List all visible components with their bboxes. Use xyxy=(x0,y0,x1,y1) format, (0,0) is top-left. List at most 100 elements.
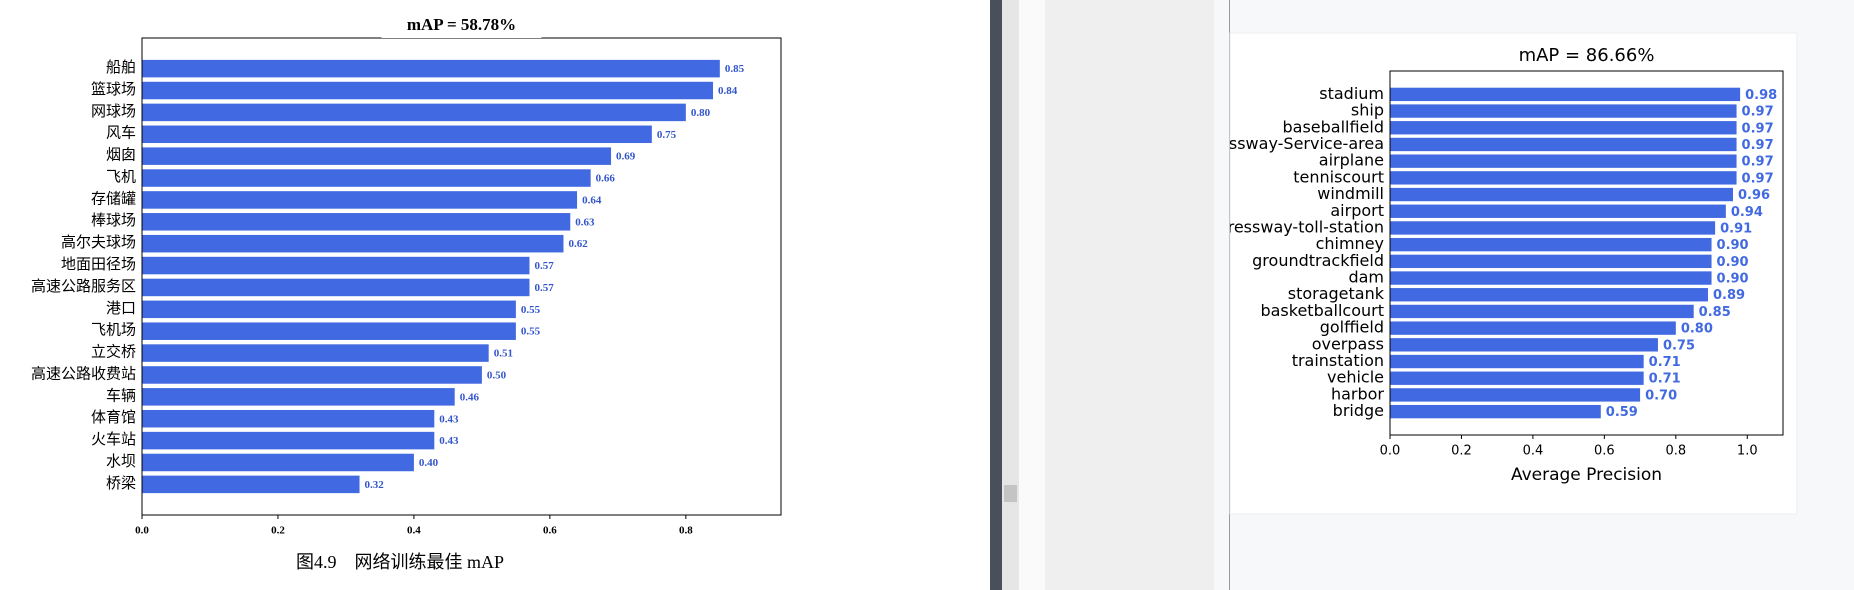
category-label: 火车站 xyxy=(91,431,136,448)
category-label: stadium xyxy=(1319,84,1384,103)
left-chart: 船舶 0.85 篮球场 0.84 网球场 0.80 风车 0.75 烟囱 0.69 飞机 0.66 存储… xyxy=(31,14,782,572)
category-label: 飞机 xyxy=(106,168,136,185)
bar xyxy=(142,475,360,494)
category-label: dam xyxy=(1348,268,1384,287)
bar xyxy=(1390,171,1737,185)
value-label: 0.43 xyxy=(439,435,459,447)
value-label: 0.97 xyxy=(1742,138,1774,153)
bar xyxy=(1390,121,1737,135)
category-label: 船舶 xyxy=(106,59,136,76)
value-label: 0.90 xyxy=(1717,255,1749,270)
title-background xyxy=(381,14,542,38)
category-label: 高速公路服务区 xyxy=(31,278,136,295)
bar xyxy=(1390,338,1658,352)
bar xyxy=(142,322,516,340)
category-label: 地面田径场 xyxy=(61,256,136,273)
value-label: 0.97 xyxy=(1742,105,1774,120)
bar xyxy=(142,300,516,319)
category-label: airport xyxy=(1330,201,1384,220)
category-label: 飞机场 xyxy=(91,322,136,339)
scrollbar[interactable] xyxy=(1002,0,1019,590)
value-label: 0.80 xyxy=(1681,322,1713,337)
x-tick-label: 0.4 xyxy=(1523,444,1544,459)
bar xyxy=(142,81,714,100)
bar xyxy=(1390,237,1712,252)
x-tick-label: 0.4 xyxy=(407,525,421,537)
category-label: 风车 xyxy=(106,125,136,142)
category-label: 存储罐 xyxy=(91,190,136,207)
bar xyxy=(142,256,530,275)
value-label: 0.94 xyxy=(1731,205,1763,220)
category-label: bridge xyxy=(1333,401,1384,420)
bar xyxy=(1390,187,1733,202)
category-label: 港口 xyxy=(106,300,136,317)
value-label: 0.46 xyxy=(460,391,480,403)
bar xyxy=(142,191,578,209)
category-label: basketballcourt xyxy=(1260,301,1384,320)
right-chart: stadium 0.98 ship 0.97 baseballfield 0.97 expr… xyxy=(1230,45,1784,485)
x-tick-label: 0.0 xyxy=(1380,444,1401,459)
value-label: 0.91 xyxy=(1720,221,1752,236)
category-label: 高速公路收费站 xyxy=(31,365,136,382)
value-label: 0.85 xyxy=(1699,305,1731,320)
x-tick-label: 1.0 xyxy=(1737,444,1758,459)
bar xyxy=(1390,221,1716,235)
bar xyxy=(142,453,414,472)
bar xyxy=(142,344,489,362)
bar xyxy=(1390,271,1712,285)
bar xyxy=(142,431,435,450)
value-label: 0.89 xyxy=(1713,288,1745,303)
bar xyxy=(1390,87,1741,102)
bar xyxy=(1390,404,1601,419)
bar xyxy=(1390,288,1708,302)
x-tick-label: 0.2 xyxy=(271,525,285,537)
category-label: 车辆 xyxy=(106,387,136,404)
x-tick-label: 0.6 xyxy=(543,525,557,537)
value-label: 0.57 xyxy=(534,260,554,272)
bar xyxy=(142,59,720,78)
category-label: 棒球场 xyxy=(91,212,136,229)
value-label: 0.51 xyxy=(494,348,513,360)
chart-title: mAP = 58.78% xyxy=(407,15,516,34)
bar xyxy=(1390,354,1644,369)
bar xyxy=(1390,154,1737,168)
bar xyxy=(1390,204,1726,218)
category-label: airplane xyxy=(1319,151,1384,170)
category-label: golffield xyxy=(1320,318,1384,337)
category-label: 篮球场 xyxy=(91,80,136,98)
bar xyxy=(1390,104,1737,118)
bar xyxy=(142,103,686,122)
value-label: 0.59 xyxy=(1606,405,1638,420)
category-label: 网球场 xyxy=(91,103,136,120)
category-label: ship xyxy=(1351,101,1384,120)
x-axis-label: Average Precision xyxy=(1511,465,1662,485)
bar xyxy=(1390,388,1641,402)
chart-title: mAP = 86.66% xyxy=(1519,45,1655,66)
category-label: tenniscourt xyxy=(1293,167,1384,186)
category-label: groundtrackfield xyxy=(1252,251,1384,270)
category-label: harbor xyxy=(1331,384,1384,403)
value-label: 0.62 xyxy=(568,238,588,250)
value-label: 0.85 xyxy=(725,63,745,75)
x-tick-label: 0.2 xyxy=(1451,444,1472,459)
value-label: 0.43 xyxy=(439,413,459,425)
figure-caption: 图4.9 网络训练最佳 mAP xyxy=(296,552,504,572)
scrollbar-thumb[interactable] xyxy=(1004,485,1017,502)
value-label: 0.71 xyxy=(1649,355,1681,370)
bar xyxy=(142,147,612,165)
category-label: windmill xyxy=(1317,184,1384,203)
category-label: trainstation xyxy=(1292,351,1384,370)
x-tick-label: 0.6 xyxy=(1594,444,1615,459)
value-label: 0.97 xyxy=(1742,121,1774,136)
value-label: 0.75 xyxy=(1663,338,1695,353)
category-label: 体育馆 xyxy=(91,409,136,426)
gap xyxy=(1019,0,1045,590)
category-label: storagetank xyxy=(1288,284,1385,303)
bar xyxy=(142,388,455,406)
value-label: 0.66 xyxy=(596,173,616,185)
value-label: 0.97 xyxy=(1742,155,1774,170)
value-label: 0.55 xyxy=(521,304,541,316)
plot-frame xyxy=(1389,70,1784,436)
